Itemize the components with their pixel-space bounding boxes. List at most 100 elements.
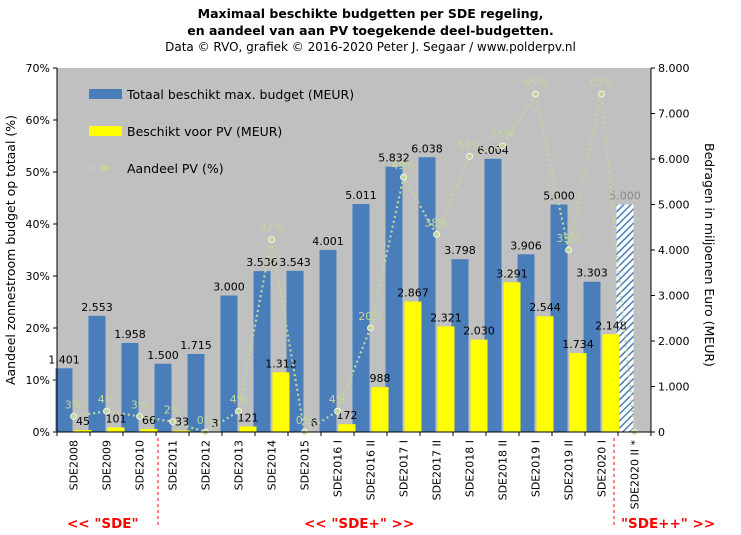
bar-total-label: 1.715: [180, 339, 212, 352]
bar-pv-label: 1.734: [562, 338, 594, 351]
chart-title-line-1: Maximaal beschikte budgetten per SDE reg…: [197, 6, 544, 21]
legend-swatch: [89, 126, 122, 136]
pv-share-point: [400, 173, 407, 181]
bar-total-label: 3.906: [510, 239, 542, 252]
bar-total: [220, 295, 238, 432]
x-tick-label: SDE2014: [266, 440, 279, 490]
y-tick-label: 40%: [26, 218, 50, 231]
bar-total: [352, 203, 370, 432]
y-tick-label: 70%: [26, 62, 50, 75]
bar-pv: [239, 426, 257, 432]
bar-total: [88, 315, 106, 432]
pv-share-point: [136, 412, 143, 420]
bar-pv: [338, 424, 356, 432]
bar-total-label: 1.401: [48, 353, 80, 366]
bar-pv-label: 2.030: [463, 325, 495, 338]
bar-pv-label: 172: [337, 409, 358, 422]
bar-pv-label: 6: [311, 417, 318, 430]
bar-total: [319, 249, 337, 432]
x-tick-label: SDE2016 II: [365, 440, 378, 500]
pv-share-label: 0%: [197, 414, 214, 427]
bar-total-label: 3.543: [279, 256, 311, 269]
pv-share-label: 2%: [164, 404, 181, 417]
bar-total-label: 6.038: [411, 142, 443, 155]
x-tick-label: SDE2019 II: [563, 440, 576, 500]
y2-tick-label: 4.000: [658, 244, 690, 257]
pv-share-label: 35%: [556, 232, 580, 245]
bar-total: [418, 157, 436, 432]
bar-total-label: 3.798: [444, 244, 476, 257]
bar-total: [484, 158, 502, 432]
pv-share-label: 4%: [329, 393, 346, 406]
pv-share-point: [70, 412, 77, 420]
pv-share-point: [499, 142, 506, 150]
bar-pv-label: 121: [238, 411, 259, 424]
y-tick-label: 50%: [26, 166, 50, 179]
bar-pv-label: 2.321: [430, 311, 462, 324]
bar-pv-label: 101: [106, 412, 127, 425]
pv-share-point: [235, 407, 242, 415]
y-tick-label: 20%: [26, 322, 50, 335]
bar-total-label: 5.011: [345, 189, 377, 202]
bar-total: [187, 353, 205, 432]
legend-label: Totaal beschikt max. budget (MEUR): [126, 87, 354, 102]
x-tick-label: SDE2012: [200, 440, 213, 490]
bar-pv-label: 2.867: [397, 287, 429, 300]
bar-total-label: 5.000: [609, 190, 641, 203]
pv-share-label: 37%: [259, 222, 283, 235]
y-tick-label: 10%: [26, 374, 50, 387]
bar-pv: [602, 334, 620, 432]
bar-total: [550, 204, 568, 432]
x-tick-label: SDE2010: [134, 440, 147, 490]
bar-pv: [74, 429, 92, 432]
legend-swatch-marker: [102, 165, 108, 171]
bar-total: [385, 166, 403, 433]
y2-tick-label: 8.000: [658, 62, 690, 75]
pv-share-point: [169, 418, 176, 426]
bar-pv: [173, 430, 191, 432]
bar-pv-label: 33: [175, 415, 189, 428]
y2-tick-label: 3.000: [658, 290, 690, 303]
x-tick-label: SDE2017 I: [398, 440, 411, 497]
y2-axis-title: Bedragen in miljoenen Euro (MEUR): [702, 143, 717, 367]
pv-share-point: [268, 236, 275, 244]
bar-total: [121, 342, 139, 432]
bar-pv-label: 2.148: [595, 319, 627, 332]
pv-share-point: [598, 90, 605, 98]
legend-swatch: [89, 89, 122, 99]
x-tick-label: SDE2019 I: [530, 440, 543, 497]
x-tick-label: SDE2016 I: [332, 440, 345, 497]
pv-share-label: 3%: [65, 398, 82, 411]
pv-share-label: 53%: [457, 138, 481, 151]
bar-pv-label: 1.312: [265, 357, 297, 370]
x-tick-label: SDE2015: [299, 440, 312, 490]
pv-share-point: [466, 152, 473, 160]
pv-share-label: 55%: [490, 128, 514, 141]
x-tick-label: SDE2017 II: [431, 440, 444, 500]
x-tick-label: SDE2020 II *: [629, 440, 642, 510]
pv-share-label: 4%: [230, 393, 247, 406]
bar-pv: [404, 301, 422, 432]
bar-total: [55, 368, 73, 432]
bar-total-label: 3.000: [213, 281, 245, 294]
bar-pv: [140, 428, 158, 432]
x-tick-label: SDE2009: [101, 440, 114, 490]
x-tick-label: SDE2018 I: [464, 440, 477, 497]
pv-share-label: 65%: [589, 76, 613, 89]
bar-pv: [107, 427, 125, 432]
bar-total-label: 1.958: [114, 328, 146, 341]
y2-tick-label: 1.000: [658, 381, 690, 394]
bar-pv: [371, 387, 389, 432]
pv-share-point: [367, 324, 374, 332]
y2-tick-label: 6.000: [658, 153, 690, 166]
bar-total-label: 4.001: [312, 235, 344, 248]
pv-share-label: 49%: [391, 159, 415, 172]
x-tick-label: SDE2018 II: [497, 440, 510, 500]
pv-share-point: [433, 230, 440, 238]
pv-share-point: [532, 90, 539, 98]
x-tick-label: SDE2008: [68, 440, 81, 490]
bar-pv-label: 2.544: [529, 301, 561, 314]
y-axis-title: Aandeel zonnestroom budget op totaal (%): [3, 115, 18, 385]
legend-label: Aandeel PV (%): [127, 161, 224, 176]
y2-tick-label: 7.000: [658, 108, 690, 121]
